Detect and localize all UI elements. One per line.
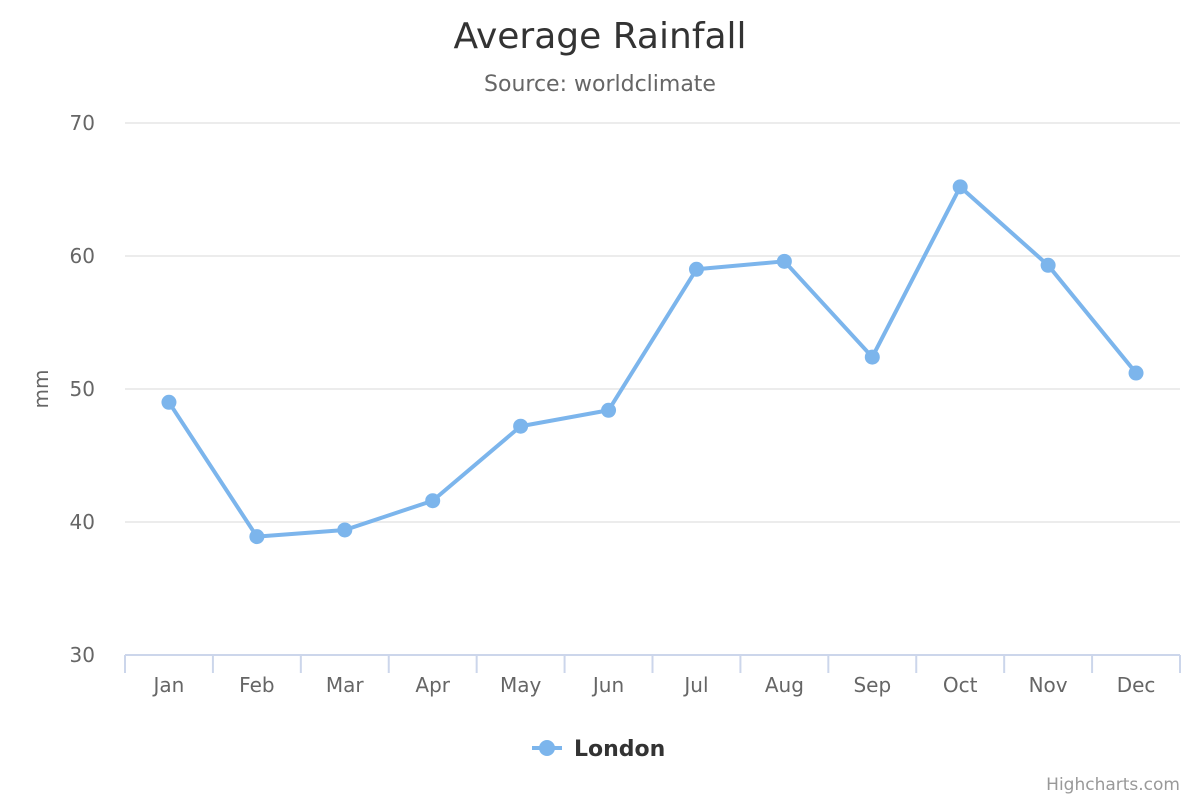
y-tick-label: 70 (70, 111, 95, 135)
legend[interactable]: London (532, 737, 665, 762)
series-line (166, 184, 1139, 539)
y-tick-label: 60 (70, 244, 95, 268)
y-tick-label: 50 (70, 377, 95, 401)
x-axis-labels: Jan Feb Mar Apr May Jun Jul Aug Sep Oct Nov Dec (152, 673, 1156, 697)
legend-marker-symbol (539, 740, 555, 756)
credits-link[interactable]: Highcharts.com (1046, 775, 1180, 795)
data-point[interactable] (1040, 257, 1056, 273)
y-tick-label: 30 (70, 643, 95, 667)
x-tick-label: Sep (853, 673, 891, 697)
x-tick-label: Mar (326, 673, 365, 697)
y-axis-labels: 30 40 50 60 70 (70, 111, 95, 667)
x-tick-label: Aug (765, 673, 804, 697)
chart-subtitle: Source: worldclimate (484, 72, 716, 97)
x-tick-label: Feb (239, 673, 274, 697)
data-point[interactable] (249, 529, 265, 545)
x-tick-label: Nov (1029, 673, 1068, 697)
data-point[interactable] (952, 179, 968, 195)
y-tick-label: 40 (70, 510, 95, 534)
legend-item-london[interactable]: London (574, 737, 665, 762)
data-point[interactable] (425, 493, 441, 509)
data-point[interactable] (864, 349, 880, 365)
data-point[interactable] (1128, 365, 1144, 381)
data-point[interactable] (601, 402, 617, 418)
data-point[interactable] (337, 522, 353, 538)
x-tick-label: Jun (591, 673, 624, 697)
chart-title: Average Rainfall (453, 16, 746, 57)
x-tick-label: Jul (682, 673, 708, 697)
x-tick-label: Dec (1117, 673, 1156, 697)
data-point[interactable] (688, 261, 704, 277)
y-axis-title: mm (29, 370, 53, 409)
data-point[interactable] (513, 418, 529, 434)
series-london (161, 179, 1144, 545)
x-axis (124, 654, 1181, 673)
data-point[interactable] (161, 394, 177, 410)
x-tick-label: Oct (943, 673, 978, 697)
grid-lines (125, 122, 1180, 523)
x-tick-label: Jan (152, 673, 185, 697)
x-tick-label: May (500, 673, 542, 697)
x-tick-label: Apr (415, 673, 450, 697)
data-point[interactable] (776, 253, 792, 269)
